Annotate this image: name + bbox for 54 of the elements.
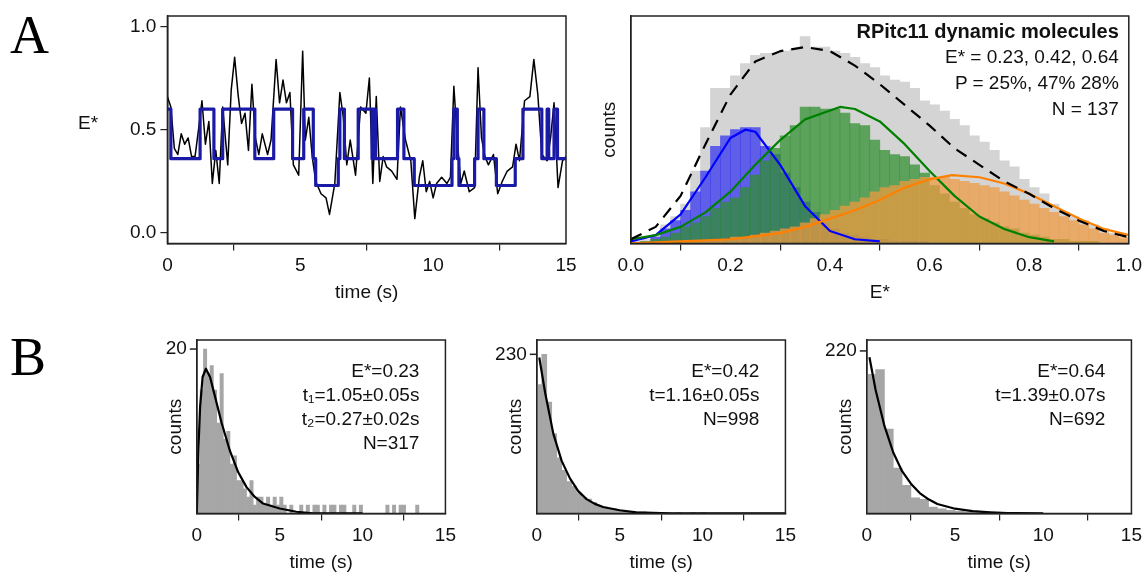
x-tick-label: 0 — [162, 254, 173, 276]
x-tick-label: 15 — [1120, 524, 1142, 546]
x-tick-label: 0.8 — [1015, 254, 1043, 276]
y-tick-label: 0.0 — [129, 221, 157, 243]
annotation: E*=0.64 — [1037, 359, 1106, 381]
x-tick-label: 5 — [949, 524, 961, 546]
annotation: t₂=0.27±0.02s — [301, 407, 420, 429]
x-tick-label: 0 — [531, 524, 543, 546]
y-axis-title: counts — [503, 398, 525, 455]
annotation: P = 25%, 47% 28% — [954, 71, 1119, 93]
y-axis-title: counts — [163, 398, 185, 455]
annotation: N=692 — [1048, 407, 1106, 429]
x-tick-label: 10 — [1032, 524, 1054, 546]
x-axis-title: time (s) — [629, 550, 693, 572]
x-tick-label: 15 — [774, 524, 796, 546]
text: A — [10, 5, 49, 65]
annotation: t=1.16±0.05s — [649, 383, 760, 405]
text: 20 — [165, 337, 187, 359]
x-axis-title: time (s) — [967, 550, 1031, 572]
x-tick-label: 10 — [422, 254, 444, 276]
chart-title: RPitc11 dynamic molecules — [856, 19, 1119, 42]
annotation: E*=0.23 — [351, 359, 420, 381]
annotation: N = 137 — [1051, 97, 1119, 119]
x-axis-title: E* — [869, 280, 891, 302]
y-axis-title: counts — [597, 101, 619, 158]
x-tick-label: 10 — [691, 524, 714, 546]
y-axis-title: E* — [78, 111, 99, 133]
x-tick-label: 0.4 — [816, 254, 844, 276]
x-tick-label: 0.0 — [617, 254, 645, 276]
annotation: t₁=1.05±0.05s — [302, 383, 420, 405]
x-tick-label: 5 — [614, 524, 625, 546]
y-tick-label: 0.5 — [129, 117, 157, 139]
x-tick-label: 0.2 — [717, 254, 744, 276]
x-axis-title: time (s) — [289, 550, 353, 572]
x-tick-label: 0 — [861, 524, 873, 546]
annotation: N=998 — [702, 407, 760, 429]
x-tick-label: 1.0 — [1115, 254, 1142, 276]
y-axis-title: counts — [833, 398, 855, 455]
x-tick-label: 5 — [274, 524, 285, 546]
annotation: t=1.39±0.07s — [995, 383, 1106, 405]
x-tick-label: 5 — [294, 254, 306, 276]
annotation: N=317 — [362, 431, 420, 453]
x-tick-label: 0.6 — [916, 254, 943, 276]
x-tick-label: 15 — [434, 524, 456, 546]
text: B — [10, 327, 47, 387]
text: 220 — [825, 339, 857, 361]
x-tick-label: 0 — [191, 524, 203, 546]
y-tick-label: 1.0 — [129, 14, 157, 36]
x-tick-label: 15 — [555, 254, 577, 276]
x-axis-title: time (s) — [335, 280, 399, 302]
annotation: E*=0.42 — [691, 359, 760, 381]
text: 230 — [495, 342, 527, 364]
annotation: E* = 0.23, 0.42, 0.64 — [945, 45, 1120, 67]
x-tick-label: 10 — [351, 524, 374, 546]
